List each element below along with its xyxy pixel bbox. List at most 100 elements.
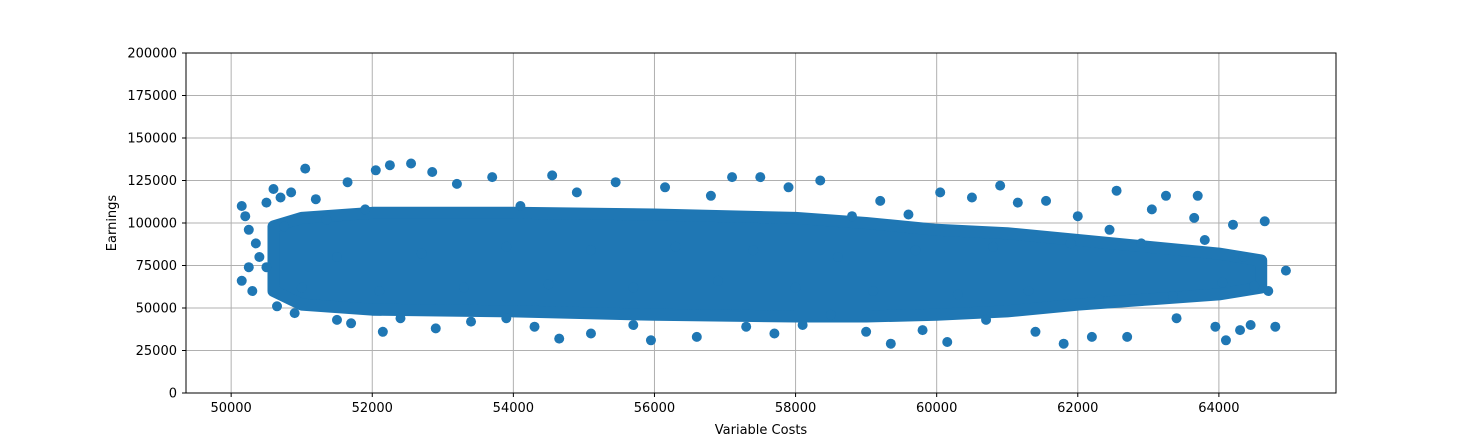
scatter-point: [416, 248, 427, 259]
scatter-point: [1111, 185, 1122, 196]
y-axis-label: Earnings: [105, 195, 120, 252]
scatter-point: [952, 289, 963, 300]
scatter-point: [1160, 190, 1171, 201]
x-axis-ticks: 50000 52000 54000 56000 58000 60000 62000 64000: [210, 393, 1240, 416]
scatter-point: [236, 275, 247, 286]
scatter-point: [529, 321, 540, 332]
scatter-point: [875, 195, 886, 206]
scatter-point: [727, 172, 738, 183]
x-tick-label: 64000: [1198, 401, 1239, 416]
scatter-point: [995, 180, 1006, 191]
scatter-points: [236, 158, 1291, 349]
scatter-point: [384, 160, 395, 171]
scatter-point: [1199, 235, 1210, 245]
scatter-point: [1270, 321, 1281, 332]
scatter-point: [261, 262, 272, 273]
y-tick-label: 0: [169, 387, 177, 402]
scatter-point: [769, 328, 780, 339]
scatter-point: [1012, 197, 1023, 208]
scatter-point: [1104, 224, 1115, 235]
y-tick-label: 75000: [136, 259, 177, 274]
scatter-point: [825, 309, 836, 320]
scatter-point: [917, 325, 928, 336]
scatter-point: [748, 245, 759, 256]
scatter-point: [272, 301, 283, 312]
scatter-point: [250, 238, 261, 249]
scatter-point: [247, 286, 258, 296]
scatter-point: [847, 211, 858, 222]
scatter-point: [670, 241, 681, 252]
scatter-point: [1249, 280, 1260, 291]
y-axis-ticks: 0 25000 50000 75000 100000 125000 150000 175000…: [127, 47, 186, 402]
scatter-point: [790, 282, 801, 293]
scatter-point: [243, 224, 254, 235]
x-tick-label: 56000: [634, 401, 675, 416]
scatter-point: [691, 331, 702, 342]
dense-point-cloud: [267, 206, 1268, 323]
x-tick-label: 50000: [210, 401, 251, 416]
scatter-point: [268, 184, 279, 194]
scatter-point: [360, 204, 371, 215]
scatter-point: [296, 282, 307, 293]
scatter-point: [1093, 294, 1104, 305]
scatter-point: [942, 337, 953, 347]
scatter-point: [645, 335, 656, 346]
scatter-point: [331, 314, 342, 325]
scatter-point: [783, 182, 794, 193]
scatter-point: [910, 245, 921, 256]
scatter-point: [321, 214, 332, 225]
scatter-point: [1245, 320, 1256, 330]
scatter-point: [554, 333, 565, 344]
scatter-point: [406, 158, 417, 169]
scatter-point: [1168, 291, 1179, 302]
scatter-point: [1058, 338, 1069, 349]
scatter-point: [1072, 211, 1083, 222]
scatter-point: [1171, 313, 1182, 324]
scatter-point: [547, 170, 558, 181]
scatter-point: [1192, 190, 1203, 201]
x-tick-label: 62000: [1057, 401, 1098, 416]
scatter-point: [628, 282, 639, 293]
scatter-point: [868, 286, 879, 296]
scatter-point: [451, 178, 462, 189]
y-tick-label: 150000: [127, 132, 177, 147]
scatter-point: [585, 328, 596, 339]
scatter-point: [571, 187, 582, 198]
scatter-dense-band: [267, 206, 1268, 323]
scatter-point: [275, 192, 286, 203]
scatter-point: [1280, 265, 1291, 276]
scatter-point: [1086, 331, 1097, 342]
x-tick-label: 58000: [775, 401, 816, 416]
scatter-point: [1146, 204, 1157, 215]
scatter-point: [1263, 286, 1274, 296]
scatter-point: [610, 177, 621, 188]
y-tick-label: 125000: [127, 174, 177, 189]
scatter-point: [1136, 238, 1147, 249]
x-axis-label: Variable Costs: [715, 423, 808, 438]
scatter-point: [430, 323, 441, 334]
scatter-point: [755, 172, 766, 183]
scatter-point: [1189, 212, 1200, 223]
scatter-point: [628, 320, 639, 330]
scatter-point: [1235, 325, 1246, 336]
scatter-point: [427, 167, 438, 177]
scatter-point: [660, 182, 671, 193]
scatter-point: [289, 308, 300, 319]
scatter-point: [279, 221, 290, 232]
y-tick-label: 200000: [127, 47, 177, 62]
scatter-point: [1122, 331, 1133, 342]
scatter-point: [331, 252, 342, 262]
scatter-point: [1030, 326, 1041, 337]
scatter-point: [741, 321, 752, 332]
scatter-point: [797, 320, 808, 330]
scatter-point: [458, 282, 469, 293]
x-tick-label: 60000: [916, 401, 957, 416]
scatter-point: [243, 262, 254, 273]
y-tick-label: 175000: [127, 89, 177, 104]
scatter-point: [988, 241, 999, 252]
y-tick-label: 100000: [127, 217, 177, 232]
scatter-point: [395, 313, 406, 324]
scatter-point: [1220, 335, 1231, 346]
scatter-point: [712, 275, 723, 286]
